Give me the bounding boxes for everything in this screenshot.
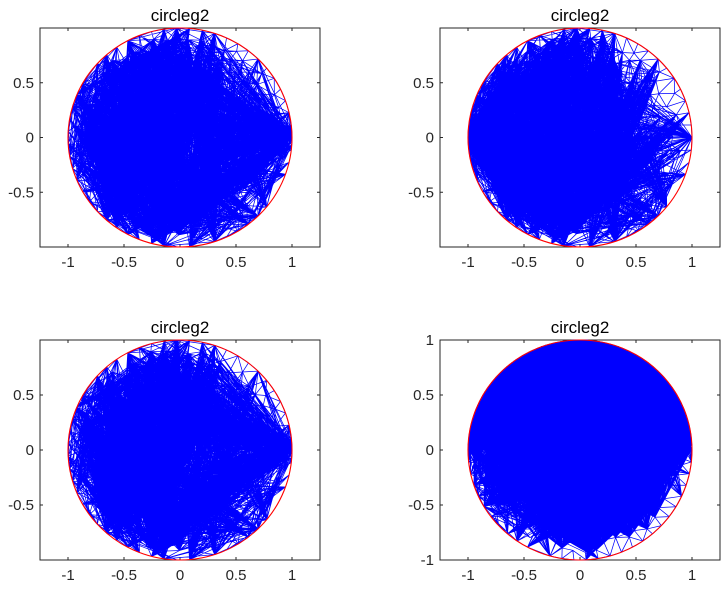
x-tick-label: 1 — [688, 567, 696, 584]
y-tick-label: -1 — [421, 552, 434, 569]
x-tick-label: -1 — [61, 254, 74, 271]
y-tick-label: 0 — [26, 130, 34, 147]
subplot-1: -1 -0.5 0 0.5 1 -0.5 0 0.5 circleg2 — [8, 6, 321, 271]
y-tick-label: 0 — [426, 442, 434, 459]
subplot-title: circleg2 — [551, 6, 610, 25]
x-tick-label: -0.5 — [111, 254, 137, 271]
subplot-title: circleg2 — [151, 318, 210, 337]
y-tick-label: 0.5 — [13, 75, 34, 92]
mesh-edges — [67, 27, 293, 248]
y-tick-label: -0.5 — [408, 497, 434, 514]
subplot-4: -1 -0.5 0 0.5 1 -1 -0.5 0 0.5 1 circleg2 — [408, 318, 721, 584]
boundary-circle — [467, 339, 693, 561]
x-tick-label: -1 — [461, 567, 474, 584]
x-tick-label: 0 — [176, 254, 184, 271]
y-tick-label: -0.5 — [408, 184, 434, 201]
y-tick-label: 0.5 — [13, 387, 34, 404]
mesh-edges — [67, 339, 293, 561]
y-tick-label: 0.5 — [413, 75, 434, 92]
boundary-circle — [67, 339, 293, 561]
x-tick-label: 0.5 — [226, 567, 247, 584]
y-tick-label: -0.5 — [8, 184, 34, 201]
subplot-grid: -1 -0.5 0 0.5 1 -0.5 0 0.5 circleg2 -1 -0.5 0 0.5 1 -0… — [8, 6, 721, 584]
y-tick-label: 0 — [426, 130, 434, 147]
subplot-2: -1 -0.5 0 0.5 1 -0.5 0 0.5 circleg2 — [408, 6, 721, 271]
subplot-title: circleg2 — [551, 318, 610, 337]
x-tick-label: 1 — [288, 567, 296, 584]
x-tick-label: -0.5 — [511, 567, 537, 584]
x-tick-label: 1 — [288, 254, 296, 271]
x-tick-label: 0.5 — [226, 254, 247, 271]
subplot-3: -1 -0.5 0 0.5 1 -0.5 0 0.5 circleg2 — [8, 318, 321, 584]
x-tick-label: -0.5 — [511, 254, 537, 271]
boundary-circle — [467, 27, 693, 248]
subplot-title: circleg2 — [151, 6, 210, 25]
x-tick-label: -0.5 — [111, 567, 137, 584]
x-tick-label: 1 — [688, 254, 696, 271]
y-tick-label: 0 — [26, 442, 34, 459]
mesh-edges — [467, 27, 693, 248]
x-tick-label: 0.5 — [626, 567, 647, 584]
boundary-circle — [67, 27, 293, 248]
x-tick-label: 0.5 — [626, 254, 647, 271]
x-tick-label: 0 — [176, 567, 184, 584]
x-tick-label: -1 — [61, 567, 74, 584]
x-tick-label: 0 — [576, 567, 584, 584]
y-tick-label: 1 — [426, 332, 434, 349]
y-tick-label: 0.5 — [413, 387, 434, 404]
x-tick-label: -1 — [461, 254, 474, 271]
y-tick-label: -0.5 — [8, 497, 34, 514]
x-tick-label: 0 — [576, 254, 584, 271]
